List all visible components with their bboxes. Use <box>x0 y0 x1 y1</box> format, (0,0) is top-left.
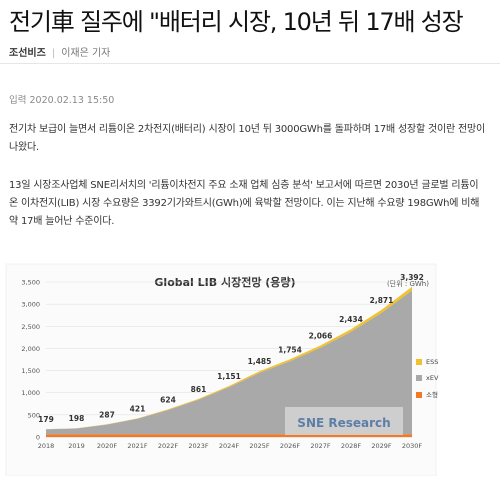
data-label: 2,871 <box>370 296 394 305</box>
byline-divider: | <box>51 48 56 59</box>
data-label: 179 <box>38 415 54 424</box>
series-area-xev <box>46 290 412 435</box>
y-tick-label: 1,500 <box>21 367 40 375</box>
reporter-name[interactable]: 이재은 기자 <box>61 48 111 59</box>
x-tick-label: 2025F <box>249 442 270 450</box>
y-tick-label: 3,500 <box>21 279 40 287</box>
x-tick-label: 2030F <box>402 442 423 450</box>
chart-image: Global LIB 시장전망 (용량) (단위 : GWh) 0 500 1,000 1… <box>0 262 500 477</box>
data-label: 2,434 <box>339 315 363 324</box>
x-tick-label: 2018 <box>38 442 55 450</box>
article-paragraph-1: 전기차 보급이 늘면서 리튬이온 2차전지(배터리) 시장이 10년 뒤 300… <box>9 124 485 153</box>
y-tick-label: 1,000 <box>21 389 40 397</box>
watermark-box <box>285 407 403 435</box>
x-tick-label: 2026F <box>280 442 301 450</box>
y-tick-label: 0 <box>36 434 40 442</box>
chart-unit-label: (단위 : GWh) <box>387 279 429 288</box>
publish-date: 입력 2020.02.13 15:50 <box>9 95 115 106</box>
x-tick-label: 2024F <box>219 442 240 450</box>
x-tick-label: 2029F <box>371 442 392 450</box>
article-headline: 전기車 질주에 "배터리 시장, 10년 뒤 17배 성장 <box>9 8 464 36</box>
x-tick-label: 2020F <box>97 442 118 450</box>
legend-swatch <box>416 392 422 398</box>
article-paragraph-2: 13일 시장조사업체 SNE리서치의 '리튬이차전지 주요 소재 업체 심층 분… <box>9 180 480 227</box>
data-label: 287 <box>99 410 115 419</box>
x-tick-label: 2027F <box>310 442 331 450</box>
data-label: 1,151 <box>217 372 241 381</box>
x-tick-label: 2022F <box>158 442 179 450</box>
lib-forecast-chart: Global LIB 시장전망 (용량) (단위 : GWh)05001,0001… <box>0 262 500 477</box>
data-label: 861 <box>191 385 207 394</box>
legend-label: ESS <box>426 358 438 366</box>
legend-swatch <box>416 375 422 381</box>
x-tick-label: 2019 <box>68 442 85 450</box>
data-label: 3,392 <box>400 273 424 282</box>
y-tick-label: 3,000 <box>21 301 40 309</box>
data-label: 1,754 <box>278 345 302 354</box>
legend-swatch <box>416 359 422 365</box>
legend-label: xEV <box>426 374 439 382</box>
x-tick-label: 2023F <box>188 442 209 450</box>
data-label: 198 <box>69 414 85 423</box>
data-label: 421 <box>130 404 146 413</box>
data-label: 2,066 <box>309 332 333 341</box>
legend-label: 소형 <box>426 391 438 399</box>
data-label: 1,485 <box>248 357 272 366</box>
publisher-name[interactable]: 조선비즈 <box>9 48 46 59</box>
watermark-text: SNE Research <box>297 416 390 430</box>
byline: 조선비즈 | 이재은 기자 <box>9 44 110 59</box>
y-tick-label: 500 <box>28 411 40 419</box>
x-tick-label: 2028F <box>341 442 362 450</box>
x-tick-label: 2021F <box>127 442 148 450</box>
y-tick-label: 2,000 <box>21 345 40 353</box>
data-label: 624 <box>160 395 176 404</box>
y-tick-label: 2,500 <box>21 323 40 331</box>
header-divider <box>0 63 500 64</box>
